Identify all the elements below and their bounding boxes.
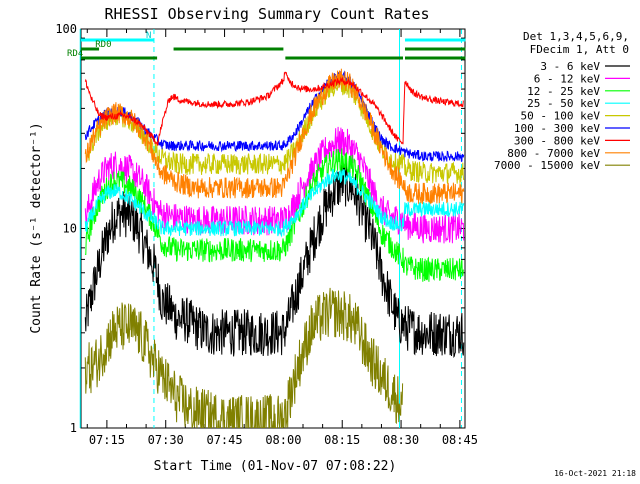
plot-layer: 1 10 100 07:15 07:30 07:45 08:00 08:15 08:30 08:4… [55,22,630,447]
legend-label-2: 12 - 25 keV [527,85,600,98]
legend-label-6: 300 - 800 keV [514,134,600,147]
legend-label-0: 3 - 6 keV [540,60,600,73]
series-line-800-7000-kev-6 [84,68,465,205]
legend-header-line-2: FDecim 1, Att 0 [530,43,629,56]
y-tick-label-2: 100 [55,22,77,36]
flag-label-rd4: RD4 [67,49,83,59]
chart-title: RHESSI Observing Summary Count Rates [104,5,429,23]
legend-header-line-1: Det 1,3,4,5,6,9, [523,30,629,43]
legend-label-4: 50 - 100 keV [521,110,601,123]
series-line-50-100-kev-4 [84,74,465,184]
x-tick-label-3: 08:00 [265,433,301,447]
y-tick-label-1: 10 [63,222,77,236]
x-tick-label-1: 07:30 [148,433,184,447]
legend-label-7: 800 - 7000 keV [507,147,600,160]
series-line-100-300-kev-5 [84,70,465,163]
series-line-6-12-kev-1 [84,126,465,244]
legend-label-1: 6 - 12 keV [534,72,601,85]
series-line-25-50-kev-3 [84,168,465,238]
series-line-3-6-kev-0 [84,160,465,359]
series-line-12-25-kev-2 [84,148,464,282]
flag-label-rd0: RD0 [95,40,111,50]
y-tick-label-0: 1 [70,421,77,435]
series-group [84,68,465,428]
x-tick-label-4: 08:15 [324,433,360,447]
legend-label-3: 25 - 50 keV [527,97,600,110]
x-tick-label-0: 07:15 [89,433,125,447]
x-tick-label-6: 08:45 [442,433,478,447]
x-axis-label: Start Time (01-Nov-07 07:08:22) [154,459,397,474]
series-line-3-6-kev-8 [84,71,464,146]
x-tick-label-5: 08:30 [383,433,419,447]
legend-label-5: 100 - 300 keV [514,122,600,135]
series-line-7000-15000-kev-7 [84,287,404,428]
flag-label-n: N [146,31,151,41]
footer-date: 16-Oct-2021 21:18 [554,469,636,478]
x-tick-label-2: 07:45 [206,433,242,447]
y-axis-label: Count Rate (s⁻¹ detector⁻¹) [29,122,44,333]
legend-label-8: 7000 - 15000 keV [494,159,600,172]
